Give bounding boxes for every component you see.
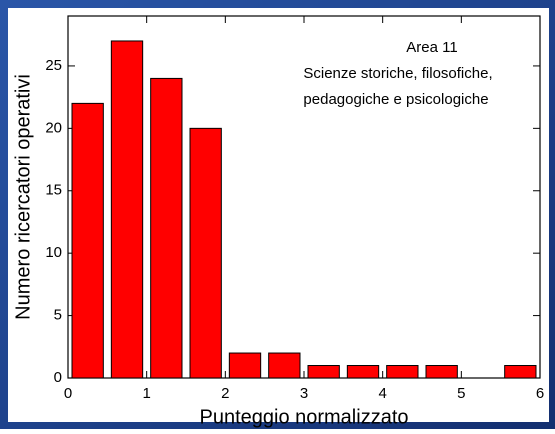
bar [307,365,340,379]
y-tick-label: 15 [45,182,62,199]
bar [386,365,419,379]
bar [268,352,301,379]
bar [425,365,458,379]
y-tick-label: 5 [54,307,62,324]
x-tick-label: 6 [536,385,544,402]
x-tick-label: 0 [64,385,72,402]
bar [346,365,380,379]
bar [504,365,537,379]
bar [150,77,183,379]
y-axis-label: Numero ricercatori operativi [12,74,34,320]
bar [228,352,262,379]
y-tick-label: 25 [45,57,62,74]
y-tick-label: 20 [45,119,62,136]
annotation: Scienze storiche, filosofiche, [303,65,492,82]
y-tick-label: 10 [45,244,62,261]
x-tick-label: 2 [221,385,229,402]
x-tick-label: 5 [457,385,465,402]
bar [189,127,222,379]
annotation: pedagogiche e psicologiche [303,91,488,108]
bar [110,40,144,379]
annotation: Area 11 [406,39,457,56]
x-tick-label: 1 [142,385,150,402]
y-tick-label: 0 [54,369,62,386]
bar [71,102,104,379]
x-tick-label: 4 [378,385,386,402]
x-axis-label: Punteggio normalizzato [199,406,408,428]
x-tick-label: 3 [300,385,308,402]
